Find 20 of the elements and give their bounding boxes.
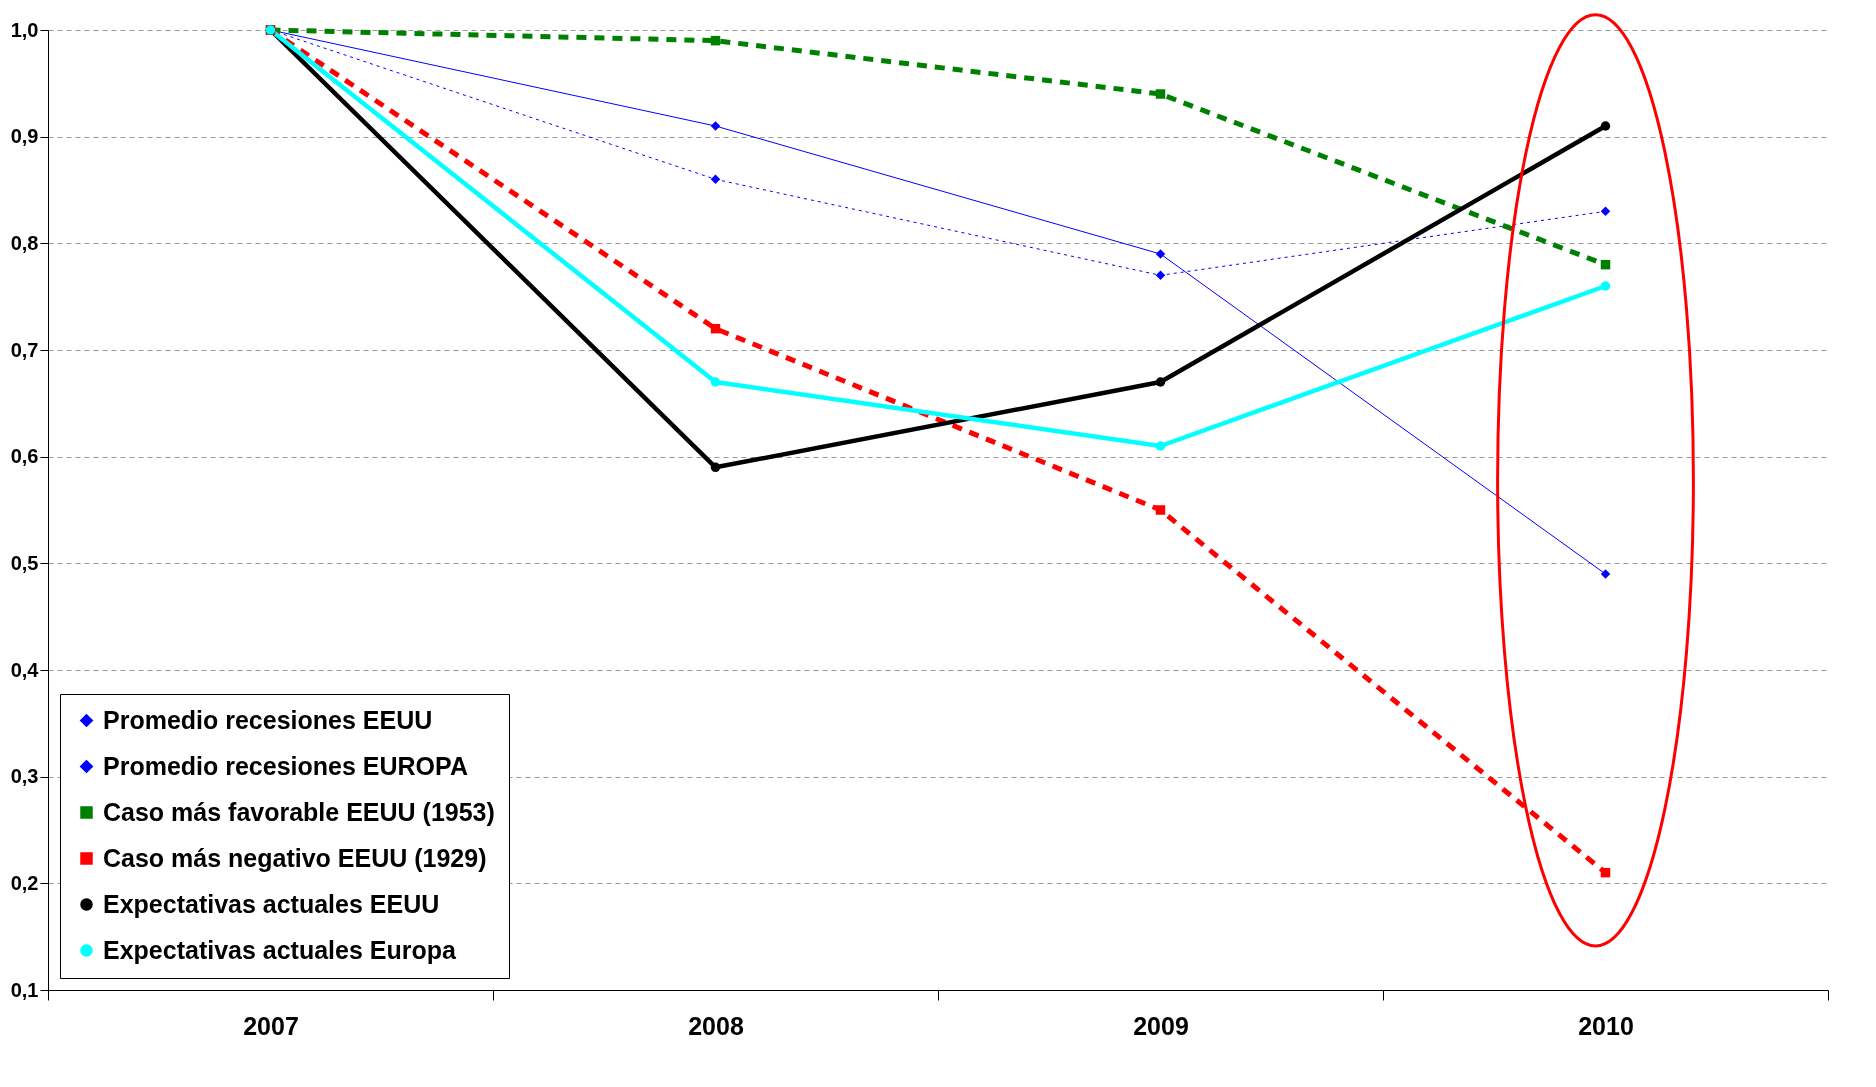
legend-label: Promedio recesiones EUROPA — [103, 751, 468, 780]
legend-label: Expectativas actuales EEUU — [103, 889, 440, 918]
y-tick-label: 0,1 — [10, 978, 39, 1001]
x-tick-label: 2010 — [1578, 1011, 1634, 1040]
y-tick-label: 0,2 — [10, 871, 39, 894]
y-tick-label: 0,8 — [10, 231, 39, 254]
y-tick-label: 0,5 — [10, 551, 39, 574]
x-tick-label: 2007 — [243, 1011, 299, 1040]
y-tick-label: 0,9 — [10, 125, 39, 148]
x-tick-label: 2009 — [1133, 1011, 1189, 1040]
legend-label: Promedio recesiones EEUU — [103, 705, 433, 734]
y-tick-label: 1,0 — [10, 18, 39, 41]
y-tick-label: 0,3 — [10, 765, 39, 788]
legend-label: Caso más favorable EEUU (1953) — [103, 797, 495, 826]
y-tick-label: 0,6 — [10, 445, 39, 468]
legend-label: Caso más negativo EEUU (1929) — [103, 843, 487, 872]
x-tick-label: 2008 — [688, 1011, 744, 1040]
y-tick-label: 0,4 — [10, 658, 40, 681]
legend-label: Expectativas actuales Europa — [103, 935, 458, 964]
y-tick-label: 0,7 — [10, 338, 39, 361]
